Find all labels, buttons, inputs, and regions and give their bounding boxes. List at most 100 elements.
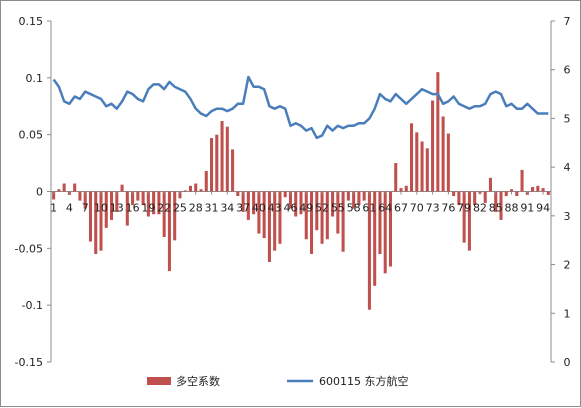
x-axis-tick-label: 31	[205, 202, 219, 215]
bar-duokong-3	[62, 183, 66, 192]
right-axis-tick-label: 2	[564, 259, 571, 272]
x-axis-tick-label: 40	[252, 202, 266, 215]
x-axis-tick-label: 73	[426, 202, 440, 215]
legend-label-line: 600115 东方航空	[319, 374, 409, 388]
bar-duokong-31	[210, 138, 214, 192]
bar-duokong-35	[231, 149, 235, 192]
bar-duokong-40	[257, 191, 261, 234]
legend-swatch-bars	[147, 377, 171, 385]
bar-duokong-55	[336, 191, 340, 234]
bar-duokong-93	[536, 185, 540, 192]
bar-duokong-37	[241, 191, 245, 212]
right-axis-tick-label: 3	[564, 210, 571, 223]
bar-duokong-15	[125, 191, 129, 226]
bar-duokong-50	[310, 191, 314, 255]
x-axis-tick-label: 7	[82, 202, 89, 215]
right-axis-tick-label: 7	[564, 15, 571, 28]
bar-duokong-49	[304, 191, 308, 240]
bar-duokong-12	[110, 191, 114, 220]
bar-duokong-72	[425, 148, 429, 192]
bar-duokong-47	[294, 191, 298, 217]
bar-duokong-66	[394, 163, 398, 192]
x-axis-tick-label: 28	[189, 202, 203, 215]
bar-duokong-90	[520, 169, 524, 192]
left-axis-tick-label: -0.05	[15, 242, 43, 255]
bar-duokong-16	[131, 191, 135, 206]
bar-duokong-80	[467, 191, 471, 251]
bar-duokong-41	[262, 191, 266, 239]
bar-duokong-73	[431, 100, 435, 192]
bar-duokong-81	[473, 191, 477, 206]
left-axis-tick-label: -0.1	[22, 299, 43, 312]
x-axis-tick-label: 52	[315, 202, 329, 215]
bar-duokong-8	[88, 191, 92, 242]
bar-duokong-71	[420, 141, 424, 192]
x-axis-tick-label: 1	[50, 202, 57, 215]
bar-duokong-92	[531, 186, 535, 192]
bar-duokong-17	[136, 191, 140, 201]
bar-duokong-77	[452, 191, 456, 197]
left-axis-tick-label: 0.05	[19, 129, 44, 142]
bar-duokong-67	[399, 188, 403, 192]
right-axis-tick-label: 5	[564, 112, 571, 125]
bar-duokong-27	[188, 185, 192, 192]
x-axis-tick-label: 49	[299, 202, 313, 215]
bar-duokong-34	[225, 126, 229, 192]
bar-duokong-84	[488, 177, 492, 192]
bar-duokong-76	[446, 133, 450, 192]
bar-duokong-79	[462, 191, 466, 243]
right-axis-tick-label: 0	[564, 356, 571, 369]
left-axis-tick-label: -0.15	[15, 356, 43, 369]
bar-duokong-22	[162, 191, 166, 237]
bar-duokong-53	[325, 191, 329, 240]
bar-duokong-30	[204, 171, 208, 192]
x-axis-tick-label: 85	[489, 202, 503, 215]
x-axis-tick-label: 82	[473, 202, 487, 215]
bar-duokong-14	[120, 184, 124, 192]
right-axis-tick-label: 4	[564, 161, 571, 174]
bar-duokong-65	[388, 191, 392, 267]
bar-duokong-70	[415, 132, 419, 192]
bar-duokong-89	[515, 191, 519, 197]
x-axis-tick-label: 22	[157, 202, 171, 215]
bar-duokong-33	[220, 121, 224, 192]
bar-duokong-1	[52, 191, 56, 200]
bar-duokong-85	[494, 191, 498, 212]
bar-duokong-39	[252, 191, 256, 215]
x-axis-tick-label: 76	[441, 202, 455, 215]
line-series-600115	[52, 75, 549, 140]
bar-duokong-28	[194, 183, 198, 192]
bar-duokong-23	[167, 191, 171, 272]
x-axis-tick-label: 46	[283, 202, 297, 215]
bar-duokong-75	[441, 116, 445, 192]
bar-duokong-94	[541, 188, 545, 192]
x-axis-tick-label: 94	[536, 202, 550, 215]
bar-duokong-42	[267, 191, 271, 262]
bar-duokong-36	[236, 191, 240, 197]
bar-duokong-78	[457, 191, 461, 206]
x-axis-tick-label: 58	[347, 202, 361, 215]
bar-duokong-69	[410, 123, 414, 192]
x-axis-tick-label: 91	[520, 202, 534, 215]
bar-duokong-54	[331, 191, 335, 217]
x-axis-tick-label: 13	[110, 202, 124, 215]
x-axis-tick-label: 43	[268, 202, 282, 215]
bar-duokong-13	[115, 191, 119, 212]
x-axis-tick-label: 19	[141, 202, 155, 215]
x-axis-tick-label: 4	[66, 202, 73, 215]
bar-duokong-10	[99, 191, 103, 251]
bar-duokong-57	[346, 191, 350, 201]
x-axis-tick-label: 16	[126, 202, 140, 215]
left-axis-tick-label: 0.15	[19, 15, 44, 28]
legend-label-bars: 多空系数	[176, 374, 220, 388]
bar-duokong-32	[215, 134, 219, 192]
bar-duokong-5	[73, 183, 77, 192]
bar-duokong-52	[320, 191, 324, 244]
bar-duokong-19	[146, 191, 150, 217]
right-axis-tick-label: 1	[564, 307, 571, 320]
bar-duokong-9	[94, 191, 98, 255]
x-axis-tick-label: 70	[410, 202, 424, 215]
x-axis-tick-label: 61	[362, 202, 376, 215]
